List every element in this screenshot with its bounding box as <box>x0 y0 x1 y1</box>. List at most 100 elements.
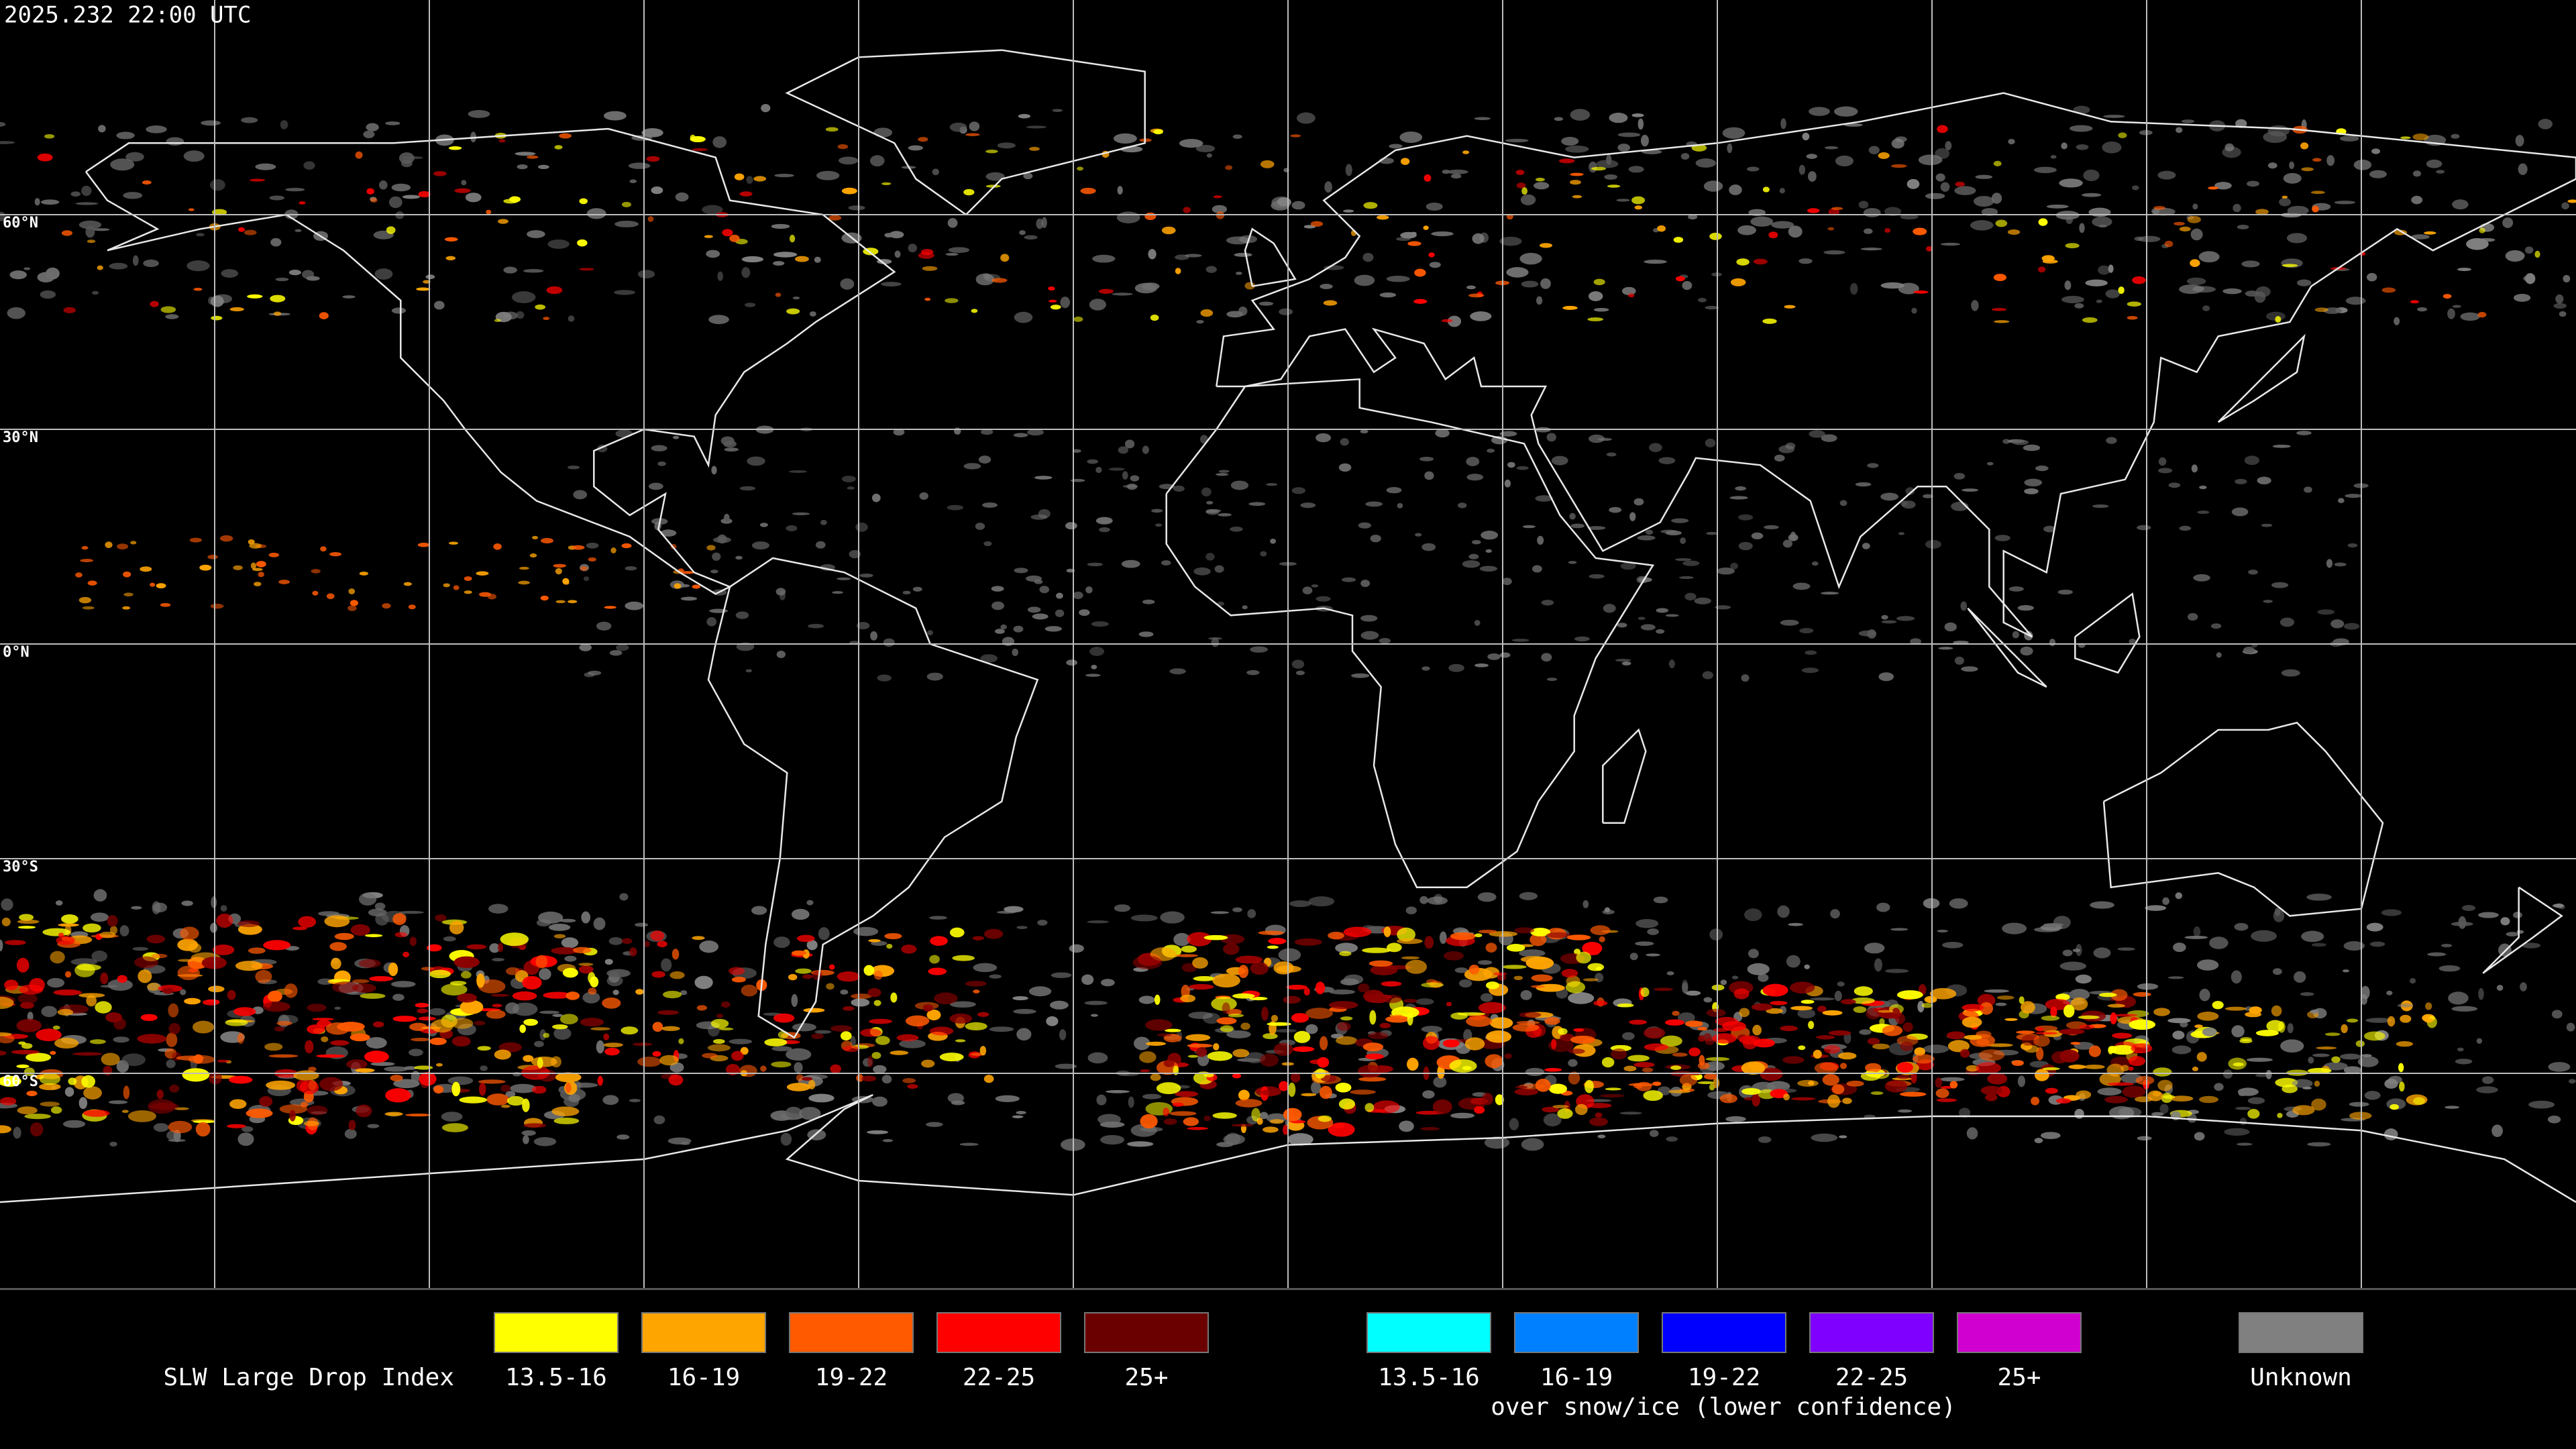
cloud-patch <box>1485 981 1499 989</box>
cloud-patch <box>1468 293 1485 298</box>
cloud-patch <box>1013 625 1024 633</box>
cloud-patch <box>237 1032 244 1044</box>
cloud-patch <box>720 1001 731 1008</box>
cloud-patch <box>1627 1055 1650 1062</box>
cloud-patch <box>1858 201 1869 209</box>
cloud-patch <box>505 967 520 975</box>
cloud-patch <box>1747 963 1770 975</box>
cloud-patch <box>651 971 665 978</box>
cloud-patch <box>1996 996 2015 1000</box>
cloud-patch <box>515 152 536 156</box>
cloud-patch <box>602 1095 619 1106</box>
cloud-patch <box>2105 289 2121 299</box>
legend-swatch <box>936 1312 1061 1353</box>
cloud-patch <box>2287 1023 2294 1034</box>
cloud-patch <box>1541 653 1552 662</box>
cloud-patch <box>1695 158 1717 168</box>
cloud-patch <box>2386 990 2393 996</box>
cloud-patch <box>1949 1081 1958 1089</box>
cloud-patch <box>1782 539 1793 548</box>
cloud-patch <box>2192 1067 2199 1071</box>
cloud-patch <box>186 260 210 272</box>
cloud-patch <box>2520 982 2527 991</box>
cloud-patch <box>486 209 492 215</box>
cloud-patch <box>1230 480 1249 490</box>
cloud-patch <box>1231 1124 1254 1127</box>
cloud-patch <box>603 1033 610 1040</box>
cloud-patch <box>2312 943 2326 947</box>
cloud-patch <box>1923 494 1933 498</box>
cloud-patch <box>17 919 40 924</box>
cloud-patch <box>2031 1096 2040 1106</box>
cloud-patch <box>150 301 159 307</box>
cloud-patch <box>1682 982 1688 994</box>
cloud-patch <box>464 576 472 581</box>
cloud-patch <box>581 911 591 924</box>
cloud-patch <box>1544 1068 1562 1072</box>
cloud-patch <box>1397 938 1423 945</box>
cloud-patch <box>441 983 468 996</box>
cloud-patch <box>1216 1017 1237 1025</box>
cloud-patch <box>814 256 821 263</box>
cloud-patch <box>2277 1112 2283 1118</box>
cloud-patch <box>1976 1062 2001 1074</box>
cloud-patch <box>1179 139 1203 148</box>
cloud-patch <box>532 535 539 539</box>
cloud-patch <box>1431 231 1454 237</box>
cloud-patch <box>61 230 73 236</box>
cloud-patch <box>1515 170 1525 175</box>
cloud-patch <box>315 1054 345 1058</box>
cloud-patch <box>1014 568 1028 574</box>
cloud-patch <box>2460 312 2480 321</box>
cloud-patch <box>105 1012 122 1023</box>
cloud-patch <box>479 1082 486 1096</box>
coastlines <box>0 49 2576 1203</box>
cloud-patch <box>871 493 881 502</box>
cloud-patch <box>123 592 133 597</box>
cloud-patch <box>1472 233 1485 244</box>
cloud-patch <box>559 133 572 139</box>
cloud-patch <box>1603 604 1616 613</box>
cloud-patch <box>637 1057 661 1067</box>
cloud-patch <box>219 535 233 542</box>
cloud-patch <box>494 1049 511 1060</box>
cloud-patch <box>746 176 753 184</box>
cloud-patch <box>1493 972 1507 976</box>
cloud-patch <box>2440 943 2453 948</box>
cloud-patch <box>27 1012 34 1022</box>
cloud-patch <box>1420 1127 1440 1131</box>
legend-caption: over snow/ice (lower confidence) <box>1491 1393 1956 1421</box>
cloud-patch <box>1774 454 1785 462</box>
cloud-patch <box>1477 892 1497 902</box>
cloud-patch <box>307 1024 325 1034</box>
cloud-patch <box>1386 275 1410 282</box>
cloud-patch <box>1828 1030 1851 1036</box>
cloud-patch <box>2117 947 2135 951</box>
cloud-patch <box>1622 1032 1635 1040</box>
cloud-patch <box>632 1042 653 1046</box>
cloud-patch <box>1978 1049 2005 1061</box>
cloud-patch <box>1798 1045 1806 1051</box>
cloud-patch <box>1236 272 1242 275</box>
cloud-patch <box>2280 1039 2304 1053</box>
coastline <box>0 1093 2576 1203</box>
latitude-label: 30°N <box>3 429 38 446</box>
cloud-patch <box>1890 928 1909 931</box>
cloud-patch <box>1173 485 1185 492</box>
cloud-patch <box>1617 623 1627 628</box>
cloud-patch <box>751 906 767 915</box>
cloud-patch <box>1468 965 1480 975</box>
cloud-patch <box>1854 986 1873 996</box>
cloud-patch <box>168 1120 193 1134</box>
cloud-patch <box>425 274 435 280</box>
cloud-patch <box>991 586 1004 592</box>
cloud-patch <box>1647 928 1659 935</box>
cloud-patch <box>2481 1076 2494 1084</box>
cloud-patch <box>1629 953 1638 961</box>
cloud-patch <box>1644 1027 1666 1039</box>
cloud-patch <box>2196 959 2219 971</box>
cloud-patch <box>1706 531 1718 535</box>
cloud-patch <box>448 541 459 545</box>
cloud-patch <box>1065 522 1077 530</box>
cloud-patch <box>702 205 723 215</box>
